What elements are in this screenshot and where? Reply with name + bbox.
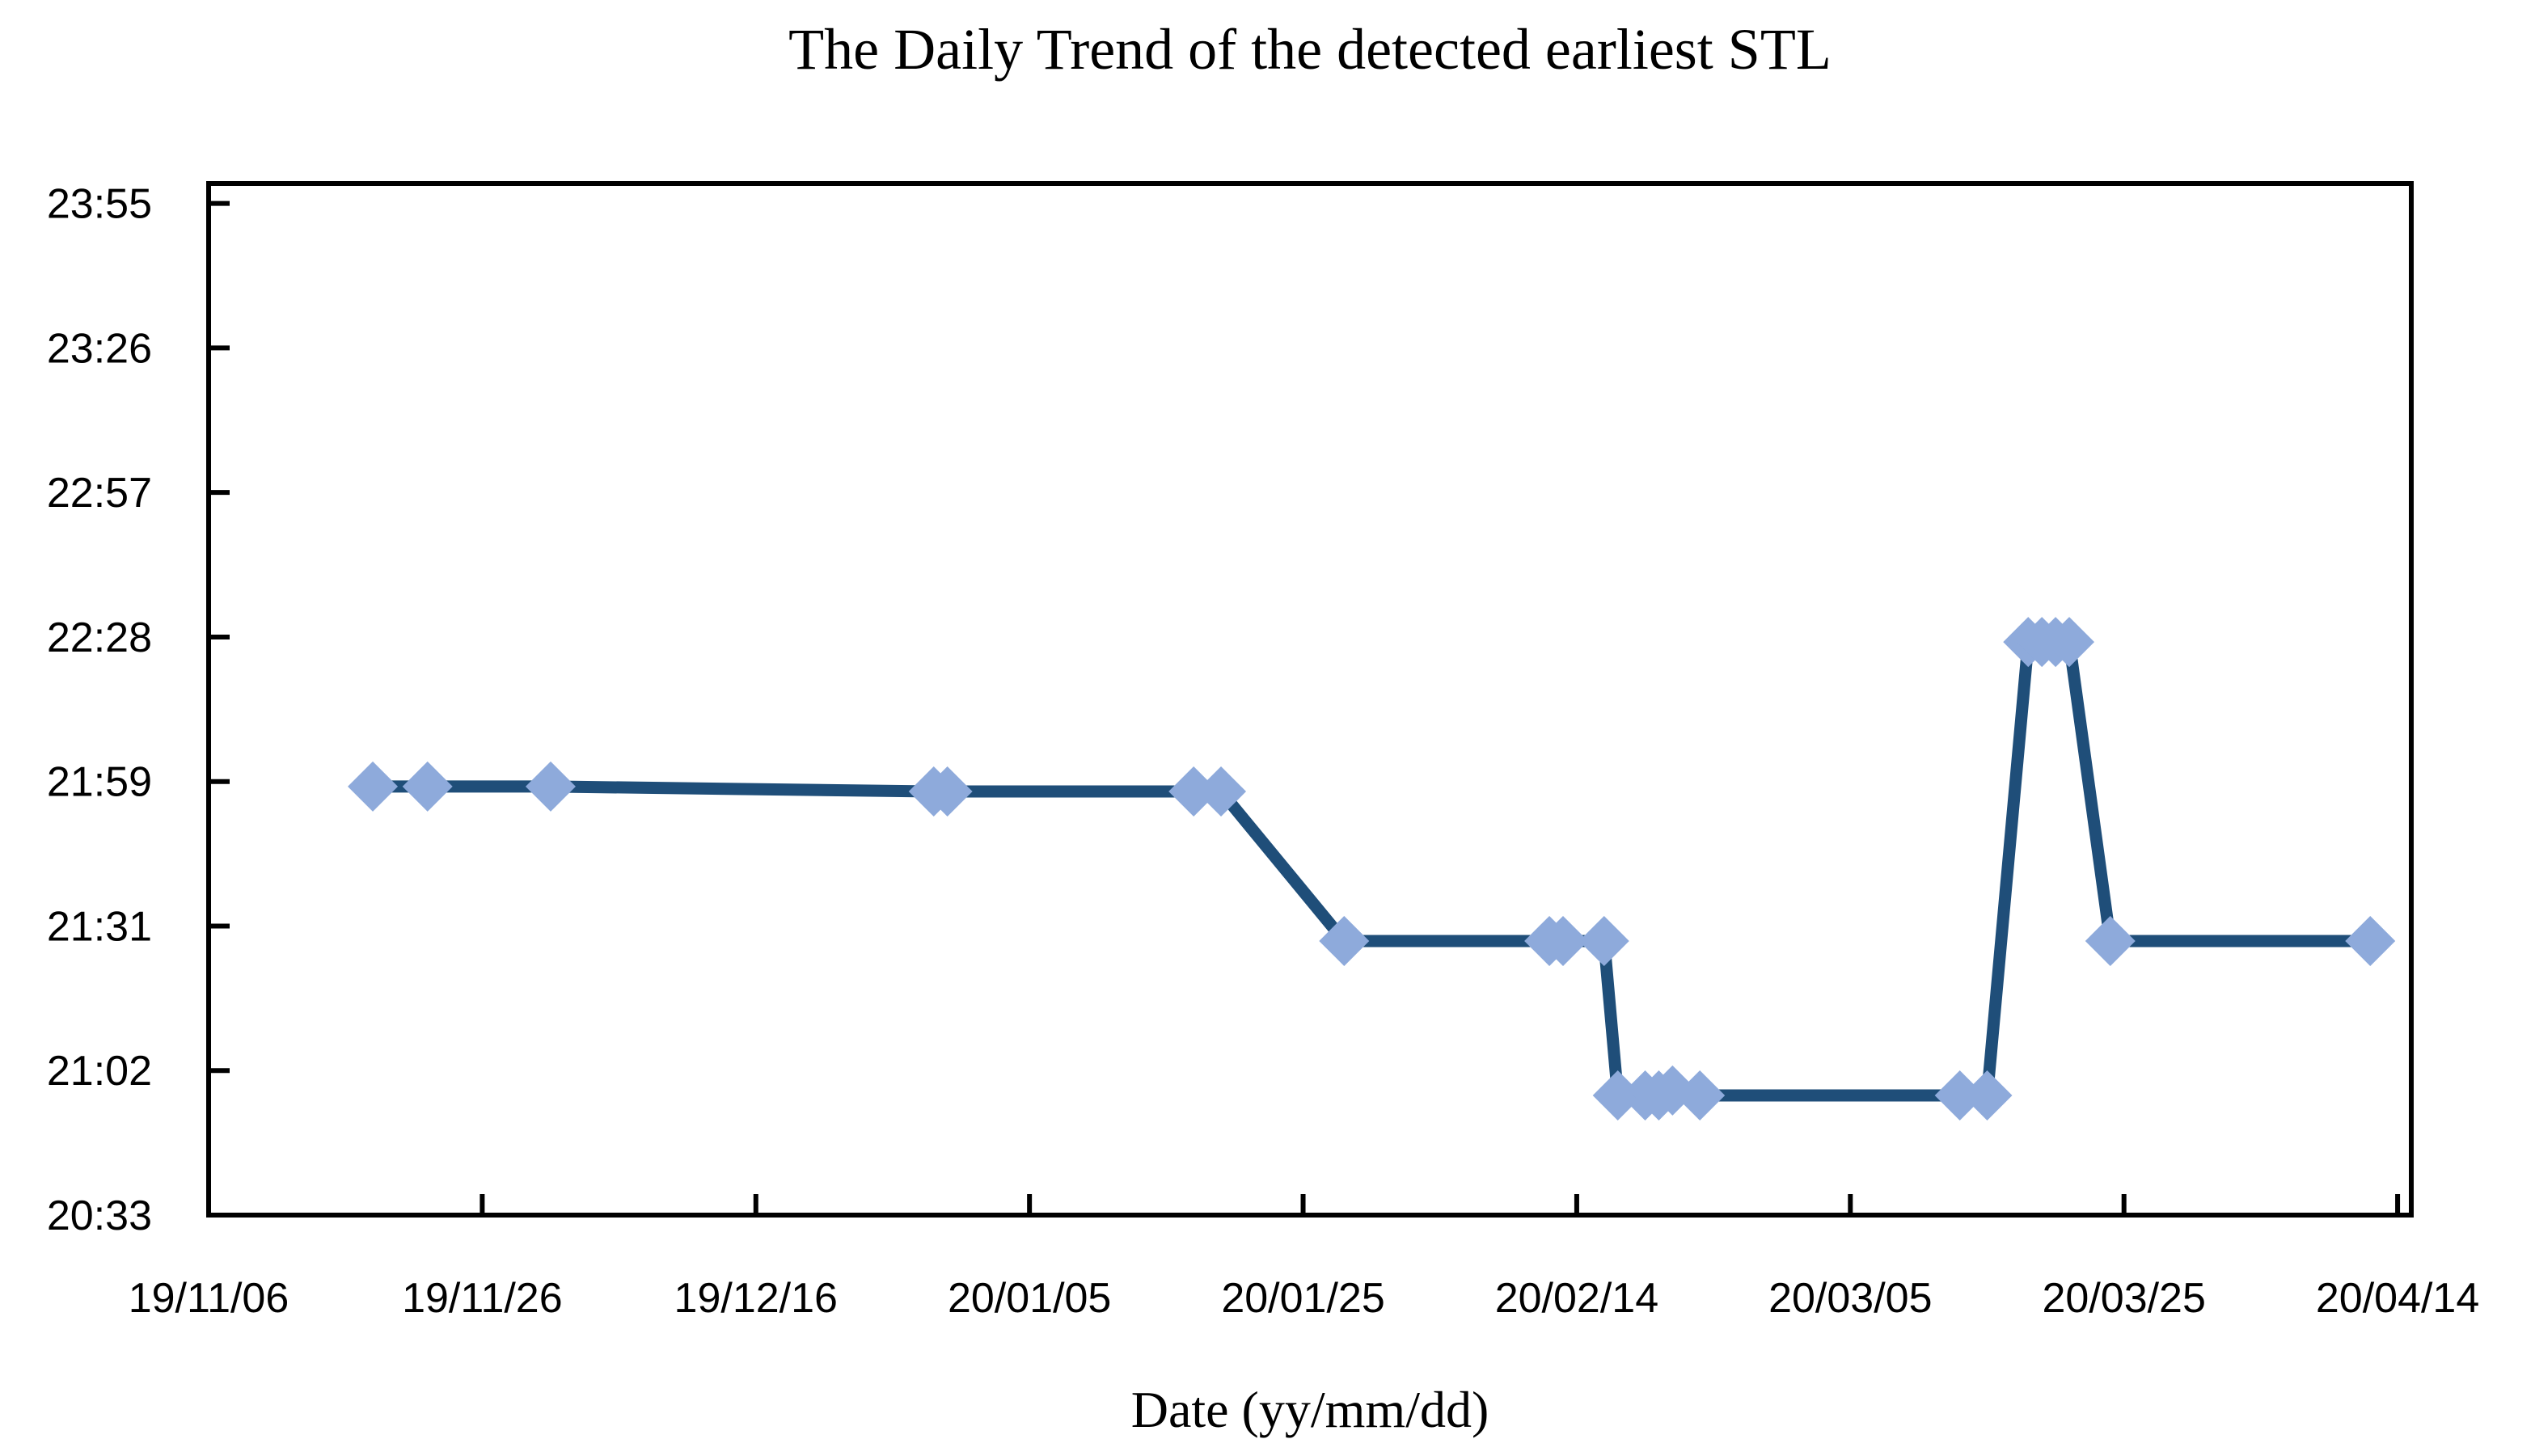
data-point-marker bbox=[1196, 766, 1247, 817]
x-tick-label: 19/11/26 bbox=[402, 1275, 563, 1322]
data-point-marker bbox=[2085, 915, 2136, 966]
data-point-marker bbox=[1592, 1070, 1643, 1121]
data-point-marker bbox=[1319, 915, 1370, 966]
data-point-marker bbox=[2345, 915, 2396, 966]
chart-title: The Daily Trend of the detected earliest… bbox=[788, 17, 1832, 82]
series-line bbox=[373, 635, 2371, 1102]
data-point-marker bbox=[402, 761, 453, 812]
data-point-marker bbox=[1538, 915, 1589, 966]
x-tick-label: 20/03/05 bbox=[1768, 1275, 1932, 1322]
data-point-marker bbox=[348, 761, 399, 812]
y-tick-label: 22:57 bbox=[47, 470, 152, 517]
y-tick-label: 22:28 bbox=[47, 614, 152, 661]
x-tick-label: 20/04/14 bbox=[2316, 1275, 2479, 1322]
data-point-marker bbox=[1934, 1070, 1985, 1121]
data-point-marker bbox=[1168, 766, 1219, 817]
data-point-marker bbox=[1578, 915, 1629, 966]
y-tick-label: 21:02 bbox=[47, 1048, 152, 1095]
data-point-marker bbox=[525, 761, 576, 812]
x-tick-label: 20/01/05 bbox=[948, 1275, 1111, 1322]
plot-border bbox=[206, 181, 2414, 1218]
data-point-marker bbox=[1962, 1070, 2013, 1121]
data-point-marker bbox=[1675, 1070, 1726, 1121]
data-point-marker bbox=[922, 766, 973, 817]
y-tick-label: 21:31 bbox=[47, 903, 152, 950]
y-tick-label: 23:55 bbox=[47, 181, 152, 228]
plot-area: 20:33 21:02 21:31 21:59 22:28 22:57 23:26 23:55… bbox=[47, 181, 2479, 1322]
x-tick-label: 19/12/16 bbox=[674, 1275, 838, 1322]
x-tick-label: 19/11/06 bbox=[129, 1275, 289, 1322]
x-tick-label: 20/03/25 bbox=[2042, 1275, 2205, 1322]
y-tick-label: 23:26 bbox=[47, 325, 152, 372]
x-tick-label: 20/01/25 bbox=[1221, 1275, 1384, 1322]
x-tick-label: 20/02/14 bbox=[1495, 1275, 1658, 1322]
data-point-marker bbox=[2044, 617, 2095, 668]
y-tick-label: 20:33 bbox=[47, 1192, 152, 1239]
y-tick-label: 21:59 bbox=[47, 759, 152, 806]
x-axis-title: Date (yy/mm/dd) bbox=[1131, 1381, 1489, 1438]
